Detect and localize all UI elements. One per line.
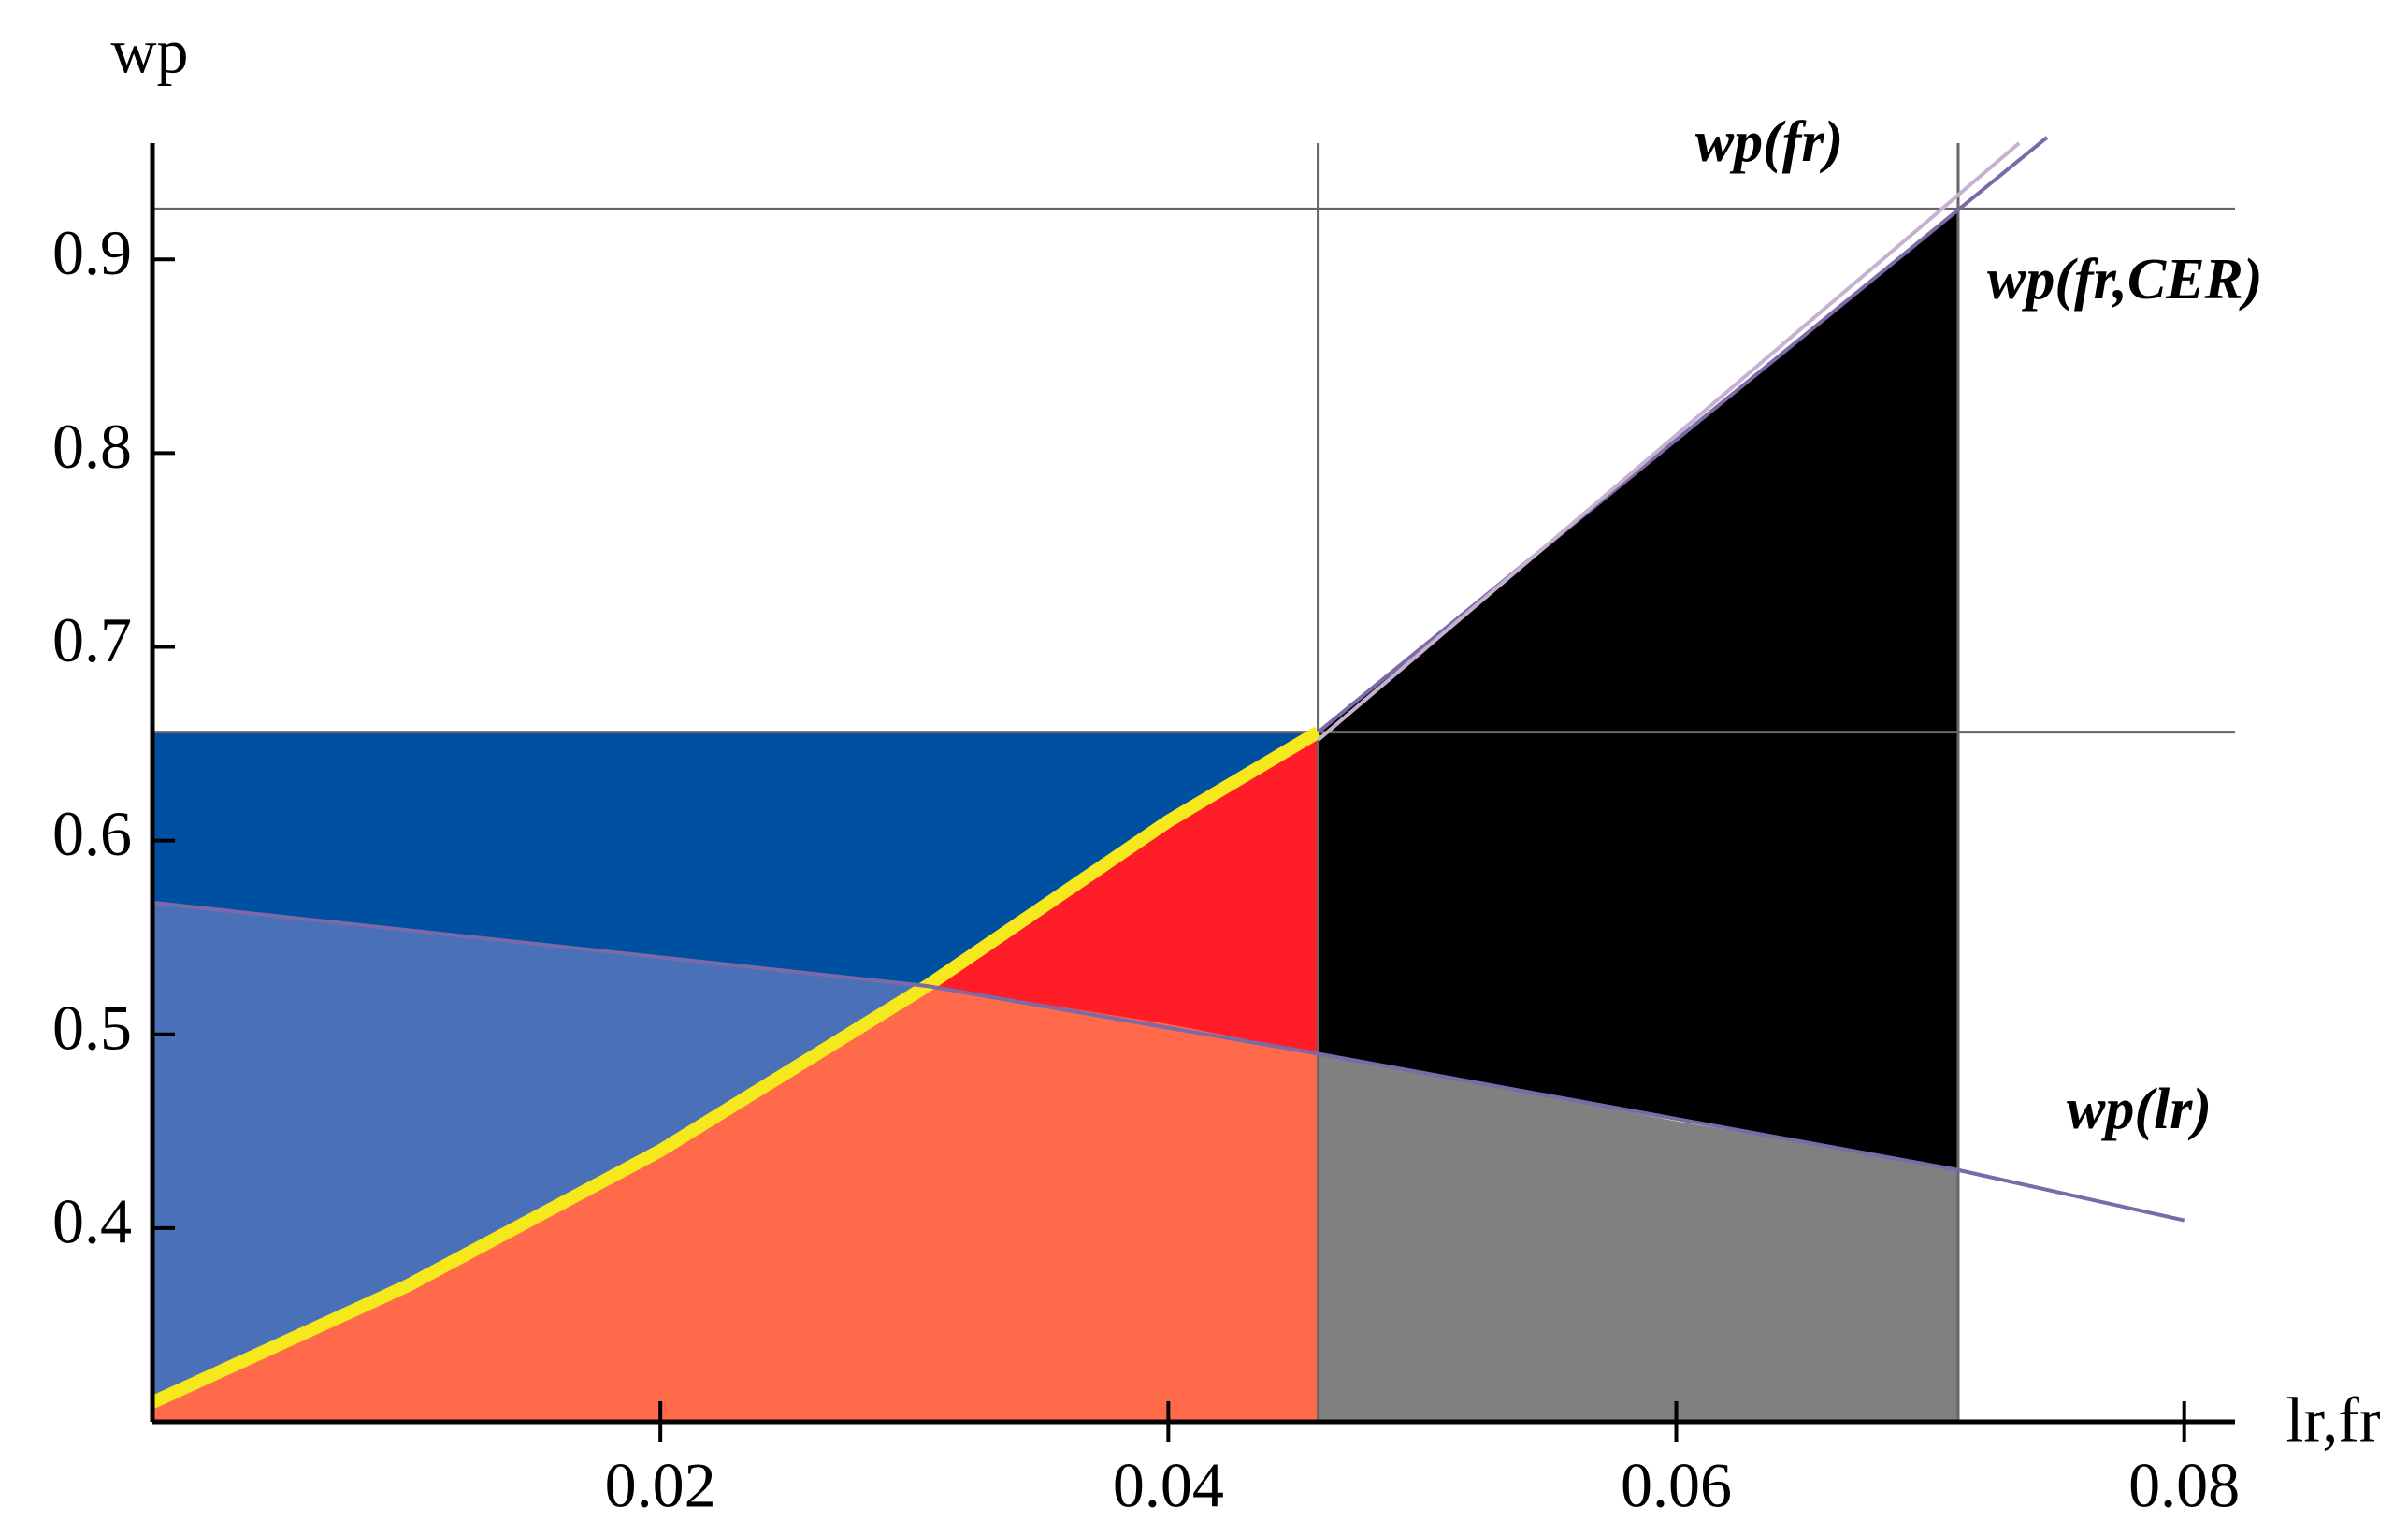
x-tick-label: 0.02 [605, 1450, 716, 1521]
y-tick-label: 0.8 [52, 411, 132, 482]
curve-label: wp(fr) [1695, 110, 1843, 174]
y-tick-label: 0.7 [52, 604, 132, 675]
x-tick-label: 0.06 [1621, 1450, 1732, 1521]
y-tick-label: 0.5 [52, 992, 132, 1063]
curve [150, 726, 1322, 1409]
region [1318, 208, 1959, 1171]
x-tick-label: 0.04 [1113, 1450, 1224, 1521]
x-axis-label: lr,fr [2285, 1384, 2380, 1456]
curve [1317, 141, 2021, 742]
curve [1317, 136, 2049, 734]
y-tick-label: 0.6 [52, 798, 132, 869]
curve [151, 900, 2185, 1223]
y-axis-label: wp [110, 16, 188, 87]
curve-label: wp(fr,CER) [1987, 248, 2263, 312]
x-tick-label: 0.08 [2128, 1450, 2240, 1521]
curve-label: wp(lr) [2067, 1078, 2212, 1141]
y-tick-label: 0.4 [52, 1185, 132, 1256]
y-tick-label: 0.9 [52, 217, 132, 288]
